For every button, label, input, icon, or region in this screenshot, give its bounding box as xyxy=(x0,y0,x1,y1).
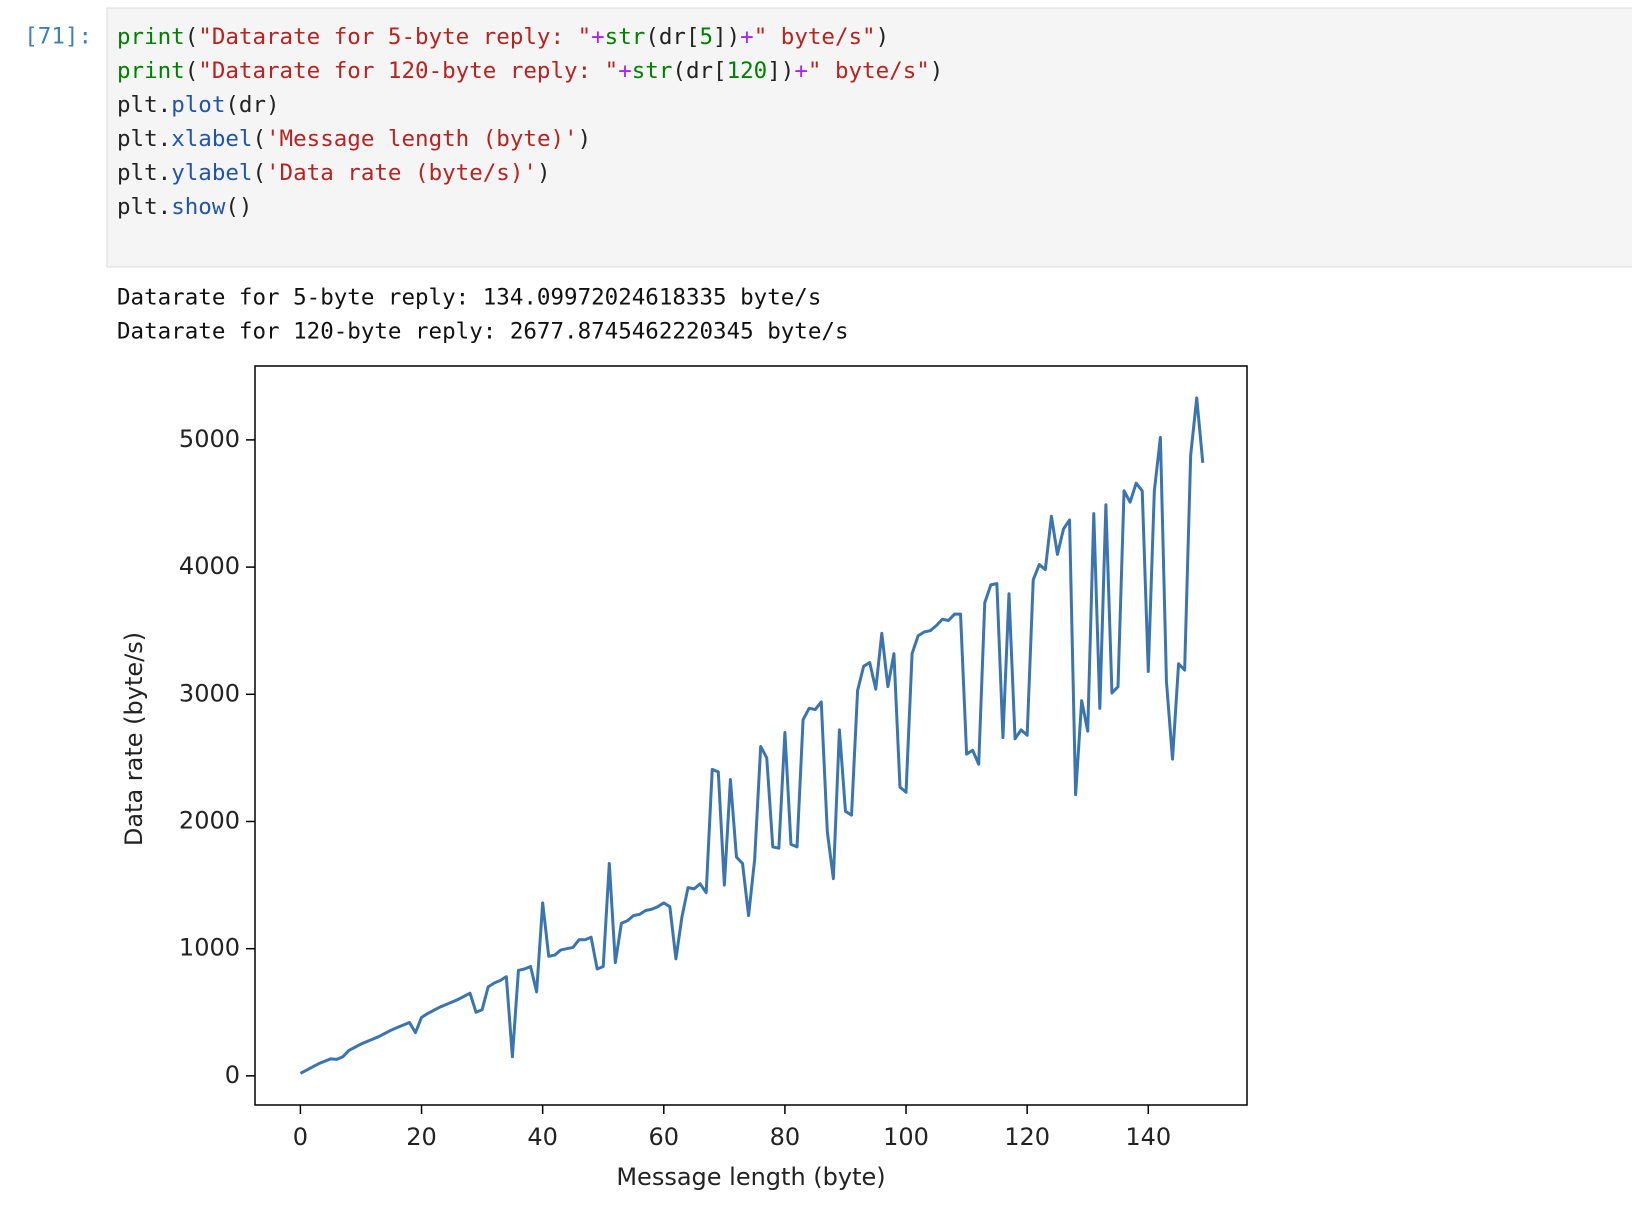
code-line: plt.show() xyxy=(117,194,252,220)
x-tick-label: 80 xyxy=(770,1123,801,1151)
y-tick-label: 2000 xyxy=(179,806,240,834)
cell-prompt: [71]: xyxy=(24,24,92,50)
code-line: plt.xlabel('Message length (byte)') xyxy=(117,126,591,152)
x-axis-label: Message length (byte) xyxy=(616,1163,885,1191)
y-tick-label: 0 xyxy=(225,1061,240,1089)
y-tick-label: 4000 xyxy=(179,552,240,580)
plot-frame xyxy=(254,365,1248,1106)
output-line: Datarate for 5-byte reply: 134.099720246… xyxy=(117,285,821,311)
code-line: print("Datarate for 120-byte reply: "+st… xyxy=(117,58,943,84)
x-tick-label: 40 xyxy=(527,1123,558,1151)
code-cell[interactable] xyxy=(106,7,1632,268)
x-tick-label: 0 xyxy=(293,1123,308,1151)
data-line xyxy=(299,396,1205,1075)
x-tick-label: 140 xyxy=(1125,1123,1171,1151)
code-line: plt.ylabel('Data rate (byte/s)') xyxy=(117,160,551,186)
x-tick-label: 20 xyxy=(406,1123,437,1151)
x-tick-label: 60 xyxy=(649,1123,680,1151)
x-tick-label: 120 xyxy=(1004,1123,1050,1151)
y-tick-label: 1000 xyxy=(179,934,240,962)
code-line: plt.plot(dr) xyxy=(117,92,280,118)
y-tick-label: 5000 xyxy=(179,425,240,453)
code-line: print("Datarate for 5-byte reply: "+str(… xyxy=(117,24,889,50)
y-axis-label: Data rate (byte/s) xyxy=(120,632,148,846)
y-tick-label: 3000 xyxy=(179,679,240,707)
output-line: Datarate for 120-byte reply: 2677.874546… xyxy=(117,319,849,345)
x-tick-label: 100 xyxy=(883,1123,929,1151)
